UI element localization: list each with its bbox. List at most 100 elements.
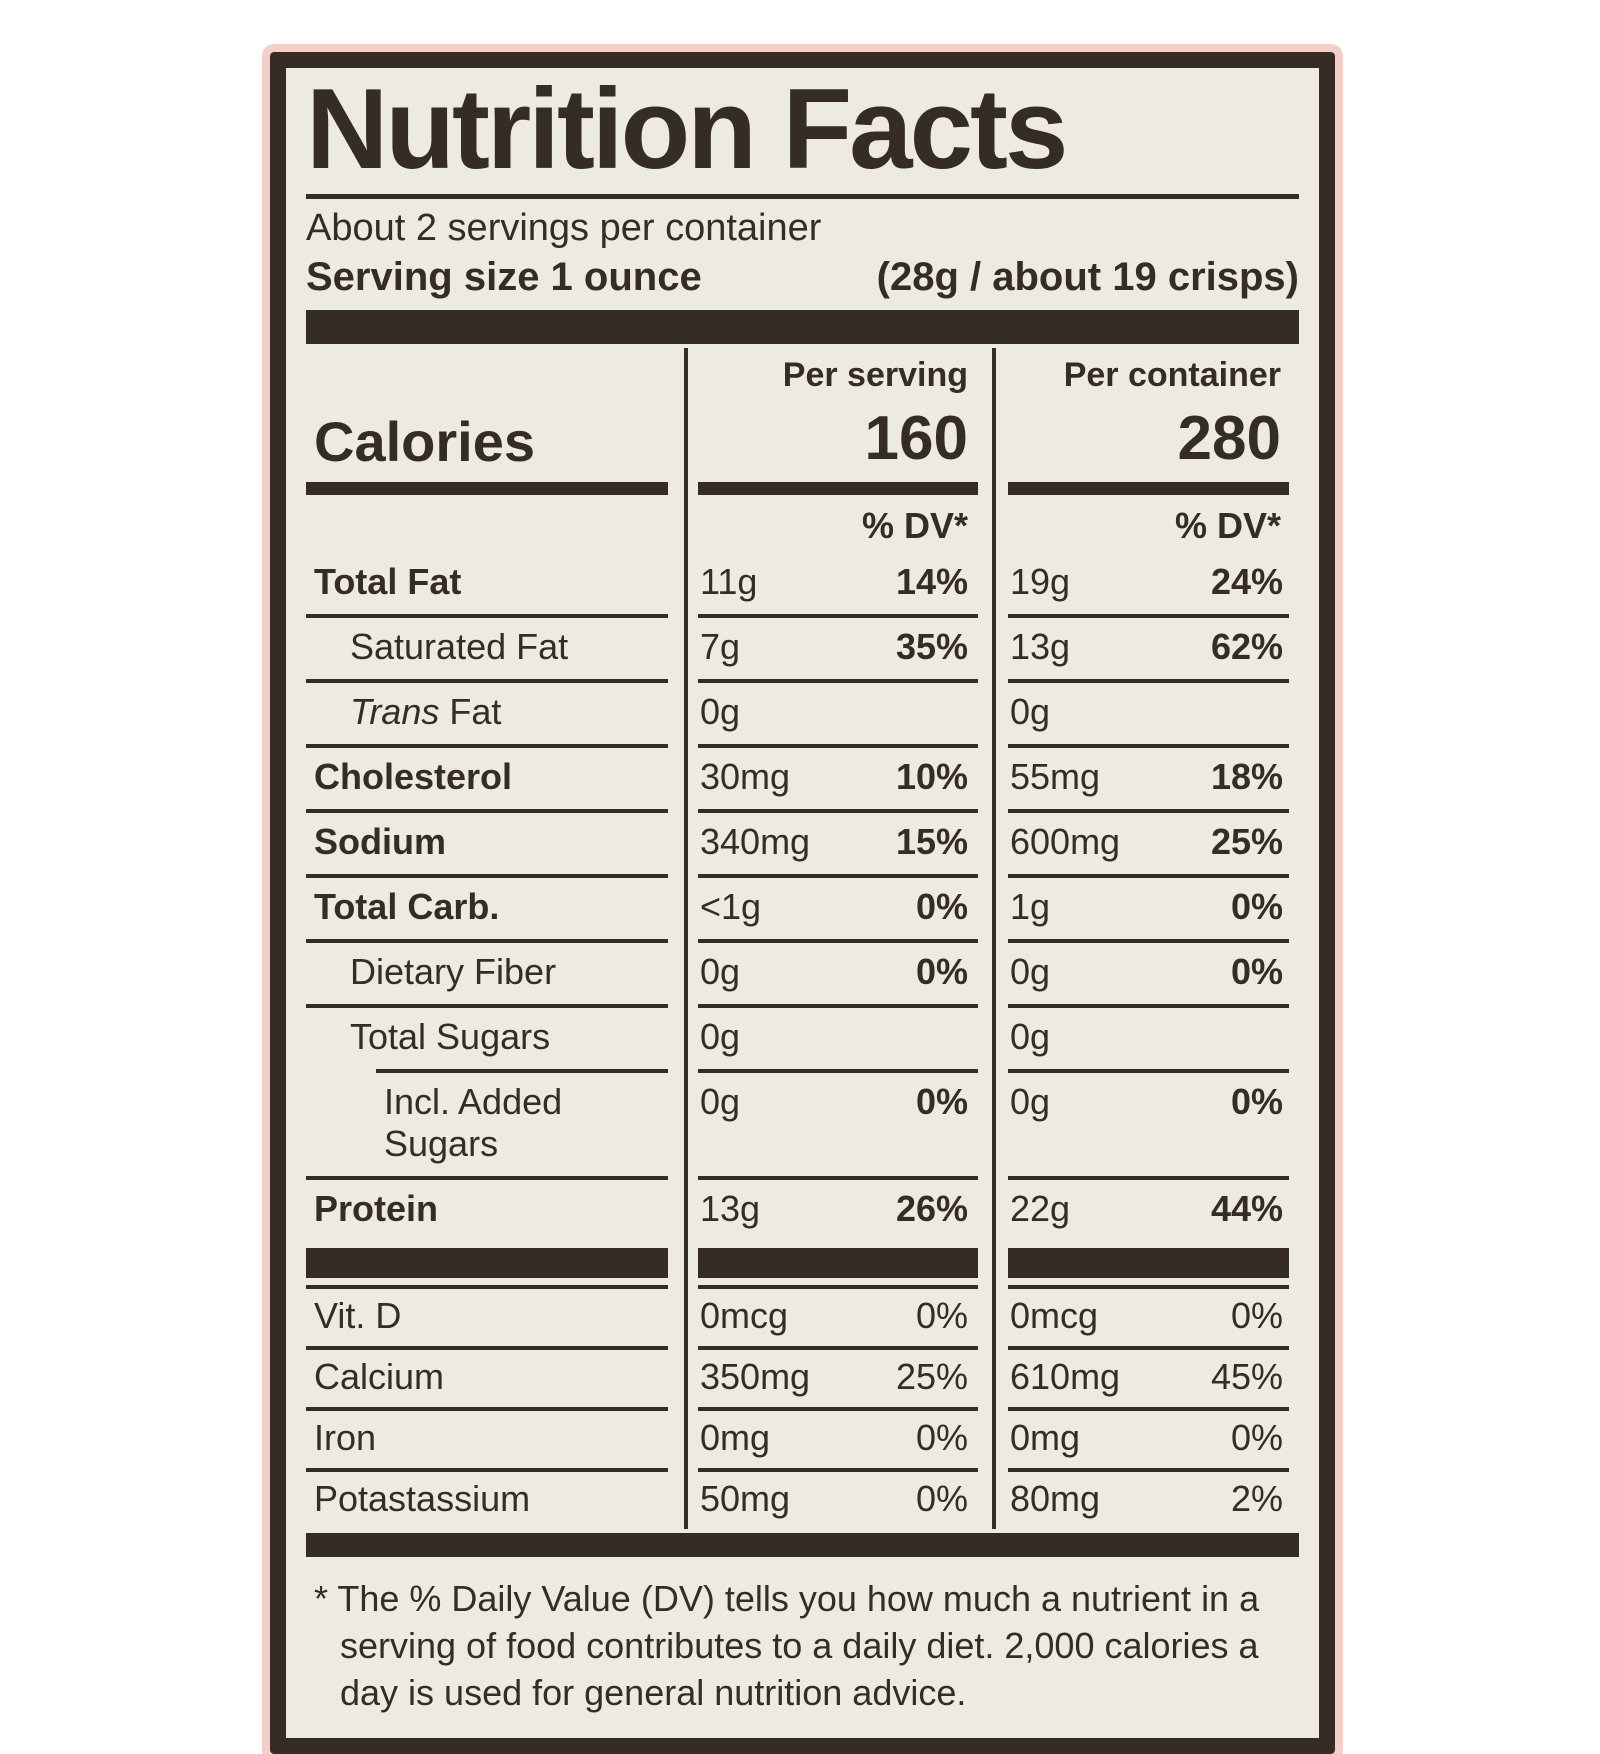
calories-label: Calories <box>314 409 535 473</box>
per-serving-header: Per serving <box>684 347 996 397</box>
amount-per-serving: 0g <box>700 950 741 992</box>
nutrient-row-incl-added-sugars: Incl. Added Sugars 0g 0% 0g 0% <box>306 1068 1299 1176</box>
dv-per-serving: 0% <box>915 1080 968 1122</box>
nutrient-name: Vit. D <box>314 1294 402 1336</box>
nutrition-facts-label: Nutrition Facts About 2 servings per con… <box>262 44 1343 1754</box>
section-separator-bar <box>1008 1247 1289 1278</box>
nutrient-name: Saturated Fat <box>350 625 569 667</box>
nutrient-name: Incl. Added Sugars <box>384 1080 563 1164</box>
nutrient-row-saturated-fat: Saturated Fat 7g 35% 13g 62% <box>306 613 1299 679</box>
dv-per-container: 2% <box>1230 1477 1283 1519</box>
dv-per-serving: 0% <box>915 885 968 927</box>
nutrient-name: Total Carb. <box>314 885 500 927</box>
dv-per-container: 0% <box>1230 1294 1283 1336</box>
nutrient-name: Iron <box>314 1416 377 1458</box>
column-header-spacer <box>306 348 684 397</box>
amount-per-container: 1g <box>1010 885 1051 927</box>
dv-header-row: % DV* % DV* <box>306 496 1299 553</box>
amount-per-container: 19g <box>1010 560 1071 602</box>
amount-per-serving: 11g <box>700 560 758 602</box>
amount-per-container: 55mg <box>1010 755 1101 797</box>
amount-per-container: 0g <box>1010 690 1051 732</box>
amount-per-container: 600mg <box>1010 820 1121 862</box>
nutrient-row-trans-fat: Trans Fat 0g 0g <box>306 678 1299 744</box>
amount-per-container: 0mg <box>1010 1416 1081 1458</box>
nutrient-row-vit-d: Vit. D 0mcg 0% 0mcg 0% <box>306 1284 1299 1346</box>
dv-per-container: 0% <box>1230 1416 1283 1458</box>
nutrient-row-iron: Iron 0mg 0% 0mg 0% <box>306 1406 1299 1468</box>
dv-per-serving: 14% <box>895 560 968 602</box>
dv-per-container: 18% <box>1210 755 1283 797</box>
micronutrient-rows: Vit. D 0mcg 0% 0mcg 0% Calcium 350mg 25% 610mg 45… <box>306 1284 1299 1529</box>
amount-per-serving: 0mcg <box>700 1294 789 1336</box>
calories-per-serving: 160 <box>684 396 996 480</box>
nutrient-name: Protein <box>314 1187 439 1229</box>
serving-size-label: Serving size 1 ounce <box>306 254 702 299</box>
dv-per-serving: 0% <box>915 1477 968 1519</box>
amount-per-serving: 340mg <box>700 820 811 862</box>
amount-per-container: 0mcg <box>1010 1294 1099 1336</box>
amount-per-serving: 0g <box>700 1015 741 1057</box>
amount-per-container: 0g <box>1010 950 1051 992</box>
dv-per-container: 44% <box>1210 1187 1283 1229</box>
amount-per-container: 610mg <box>1010 1355 1121 1397</box>
amount-per-serving: 350mg <box>700 1355 811 1397</box>
calories-underline <box>698 481 978 495</box>
amount-per-container: 0g <box>1010 1080 1051 1122</box>
dv-per-serving: 35% <box>895 625 968 667</box>
dv-per-container: 0% <box>1230 1080 1283 1122</box>
amount-per-serving: <1g <box>700 885 762 927</box>
section-separator-bar <box>698 1247 978 1278</box>
section-separator-row <box>306 1240 1299 1285</box>
amount-per-serving: 13g <box>700 1187 761 1229</box>
calories-underline <box>1008 481 1289 495</box>
nutrient-name: Total Sugars <box>350 1015 551 1057</box>
nutrient-name: Cholesterol <box>314 755 513 797</box>
macronutrient-rows: Total Fat 11g 14% 19g 24% Saturated Fat 7g 35% 1… <box>306 552 1299 1241</box>
serving-size-detail: (28g / about 19 crisps) <box>876 254 1299 299</box>
calories-underline-row <box>306 479 1299 497</box>
nutrient-row-calcium: Calcium 350mg 25% 610mg 45% <box>306 1345 1299 1407</box>
per-container-header: Per container <box>1063 355 1281 394</box>
amount-per-serving: 30mg <box>700 755 791 797</box>
nutrient-row-cholesterol: Cholesterol 30mg 10% 55mg 18% <box>306 743 1299 809</box>
dv-header-per-container: % DV* <box>1174 504 1281 546</box>
nutrient-table: Per serving Per container Calories 160 2… <box>306 347 1299 1529</box>
calories-row: Calories 160 280 <box>306 396 1299 480</box>
nutrient-name: Calcium <box>314 1355 445 1397</box>
dv-per-container: 0% <box>1230 885 1283 927</box>
nutrient-row-dietary-fiber: Dietary Fiber 0g 0% 0g 0% <box>306 938 1299 1004</box>
label-title: Nutrition Facts <box>306 66 1068 193</box>
nutrient-name: Trans Fat <box>350 690 502 732</box>
amount-per-serving: 7g <box>700 625 741 667</box>
amount-per-container: 22g <box>1010 1187 1071 1229</box>
dv-per-serving: 10% <box>895 755 968 797</box>
amount-per-container: 13g <box>1010 625 1071 667</box>
nutrient-row-total-fat: Total Fat 11g 14% 19g 24% <box>306 552 1299 614</box>
amount-per-serving: 0mg <box>700 1416 771 1458</box>
dv-per-serving: 0% <box>915 1416 968 1458</box>
dv-header-per-serving: % DV* <box>684 496 996 553</box>
dv-per-container: 24% <box>1210 560 1283 602</box>
nutrient-row-total-carb: Total Carb. <1g 0% 1g 0% <box>306 873 1299 939</box>
dv-per-container: 25% <box>1210 820 1283 862</box>
calories-underline <box>306 481 668 495</box>
amount-per-serving: 0g <box>700 1080 741 1122</box>
column-headers: Per serving Per container <box>306 347 1299 397</box>
dv-per-serving: 25% <box>895 1355 968 1397</box>
serving-size-row: Serving size 1 ounce (28g / about 19 cri… <box>306 255 1299 300</box>
header-separator-bar <box>306 309 1299 344</box>
dv-per-serving: 15% <box>895 820 968 862</box>
nutrient-name: Total Fat <box>314 560 462 602</box>
dv-per-container: 45% <box>1210 1355 1283 1397</box>
amount-per-container: 80mg <box>1010 1477 1101 1519</box>
section-separator-bar <box>306 1247 668 1278</box>
dv-per-container: 0% <box>1230 950 1283 992</box>
dv-per-serving: 0% <box>915 950 968 992</box>
calories-per-container: 280 <box>1177 403 1281 473</box>
dv-per-serving: 0% <box>915 1294 968 1336</box>
servings-per-container: About 2 servings per container <box>306 207 822 250</box>
page: { "label": { "title": "Nutrition Facts",… <box>262 44 1343 1754</box>
nutrient-row-potastassium: Potastassium 50mg 0% 80mg 2% <box>306 1467 1299 1529</box>
footnote: * The % Daily Value (DV) tells you how m… <box>314 1577 1260 1713</box>
